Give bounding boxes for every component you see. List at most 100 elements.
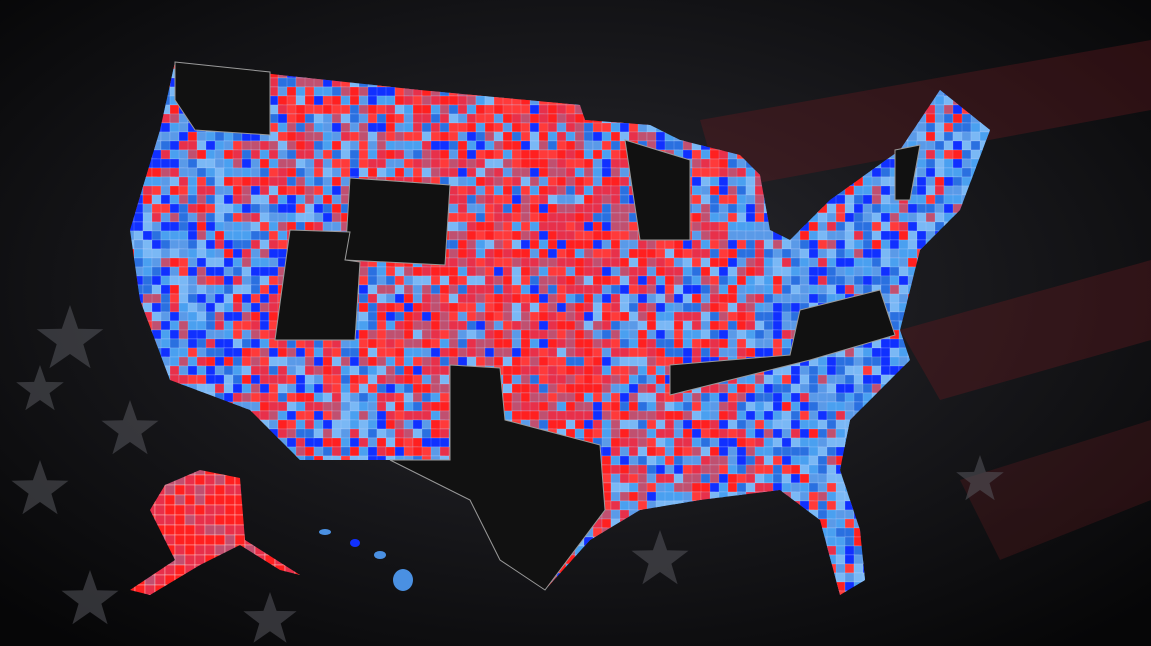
county	[142, 266, 153, 277]
county	[268, 419, 279, 430]
county	[493, 185, 504, 196]
county	[700, 311, 711, 322]
county	[799, 293, 810, 304]
county	[520, 383, 531, 394]
county	[502, 203, 513, 214]
county	[529, 383, 540, 394]
county	[394, 284, 405, 295]
county	[205, 239, 216, 250]
county	[637, 491, 648, 502]
county	[214, 311, 225, 322]
county	[772, 401, 783, 412]
county	[745, 176, 756, 187]
county	[331, 437, 342, 448]
county	[574, 410, 585, 421]
county	[619, 356, 630, 367]
county	[583, 392, 594, 403]
county	[511, 356, 522, 367]
county	[610, 239, 621, 250]
county	[187, 275, 198, 286]
county	[718, 311, 729, 322]
county	[160, 230, 171, 241]
county	[151, 293, 162, 304]
county	[466, 113, 477, 124]
county	[754, 347, 765, 358]
county	[556, 167, 567, 178]
county	[799, 491, 810, 502]
county	[151, 221, 162, 232]
county	[484, 356, 495, 367]
county	[196, 266, 207, 277]
county	[601, 455, 612, 466]
county	[214, 320, 225, 331]
county	[592, 122, 603, 133]
county	[601, 392, 612, 403]
county	[601, 203, 612, 214]
county	[295, 437, 306, 448]
county	[403, 437, 414, 448]
county	[610, 176, 621, 187]
county	[619, 239, 630, 250]
county	[268, 365, 279, 376]
county	[592, 374, 603, 385]
county	[781, 239, 792, 250]
county	[628, 410, 639, 421]
county	[583, 275, 594, 286]
county	[574, 275, 585, 286]
county	[385, 392, 396, 403]
county	[412, 140, 423, 151]
county	[394, 113, 405, 124]
county	[493, 275, 504, 286]
county	[718, 185, 729, 196]
county	[799, 374, 810, 385]
county	[349, 140, 360, 151]
county	[268, 194, 279, 205]
county	[250, 383, 261, 394]
county	[934, 194, 945, 205]
county	[160, 329, 171, 340]
county	[412, 293, 423, 304]
county	[619, 437, 630, 448]
county	[718, 212, 729, 223]
county	[754, 221, 765, 232]
county	[844, 356, 855, 367]
county	[646, 320, 657, 331]
county	[574, 167, 585, 178]
county	[547, 167, 558, 178]
county	[718, 428, 729, 439]
county	[583, 158, 594, 169]
county	[916, 203, 927, 214]
county	[664, 491, 675, 502]
county	[223, 374, 234, 385]
county	[223, 365, 234, 376]
county	[475, 140, 486, 151]
county	[421, 266, 432, 277]
county	[304, 176, 315, 187]
county	[799, 257, 810, 268]
county	[718, 392, 729, 403]
county	[448, 347, 459, 358]
county	[637, 419, 648, 430]
county	[259, 176, 270, 187]
county	[655, 374, 666, 385]
county	[277, 140, 288, 151]
county	[844, 383, 855, 394]
county	[295, 185, 306, 196]
county	[169, 212, 180, 223]
county	[394, 338, 405, 349]
county	[772, 455, 783, 466]
county	[790, 257, 801, 268]
county	[493, 248, 504, 259]
county	[448, 266, 459, 277]
county	[268, 293, 279, 304]
county	[745, 293, 756, 304]
county	[178, 275, 189, 286]
county	[322, 203, 333, 214]
county	[232, 212, 243, 223]
county	[790, 374, 801, 385]
county	[871, 275, 882, 286]
county	[655, 131, 666, 142]
county	[781, 428, 792, 439]
county	[349, 374, 360, 385]
county	[223, 230, 234, 241]
